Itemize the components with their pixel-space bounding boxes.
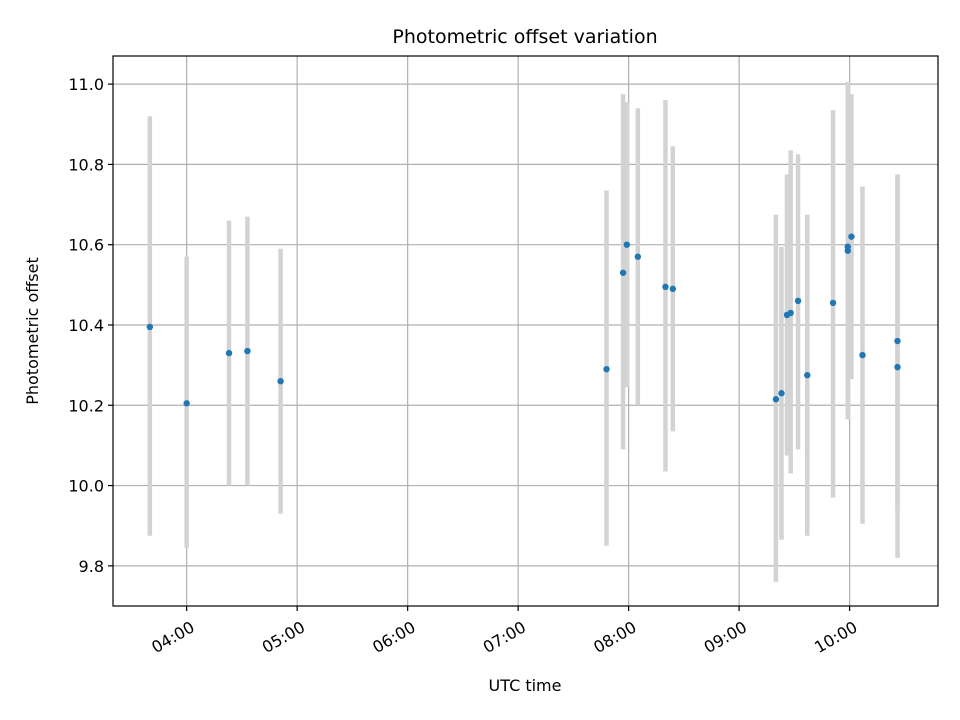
data-point bbox=[894, 337, 901, 345]
y-tick-label: 11.0 bbox=[68, 75, 104, 94]
data-point bbox=[277, 377, 284, 385]
data-point bbox=[634, 253, 642, 260]
y-tick-label: 10.8 bbox=[68, 155, 104, 174]
y-tick-label: 9.8 bbox=[79, 557, 104, 576]
data-point bbox=[603, 365, 610, 373]
y-tick-label: 10.4 bbox=[68, 316, 104, 335]
plot-area-frame bbox=[112, 55, 939, 607]
data-point bbox=[829, 299, 837, 307]
y-axis: 9.8 10.0 10.2 10.4 10.6 10.8 11.0 bbox=[68, 75, 113, 576]
data-point bbox=[848, 233, 855, 240]
data-point bbox=[244, 347, 251, 355]
chart-title: Photometric offset variation bbox=[392, 26, 657, 48]
data-point bbox=[772, 396, 780, 403]
data-markers bbox=[146, 233, 901, 407]
data-point bbox=[669, 285, 677, 293]
data-point bbox=[778, 390, 785, 397]
data-point bbox=[146, 323, 154, 331]
data-point bbox=[225, 349, 233, 357]
data-point bbox=[794, 297, 802, 305]
data-point bbox=[844, 243, 851, 250]
x-axis-label: UTC time bbox=[489, 676, 562, 695]
data-point bbox=[894, 363, 901, 371]
y-tick-label: 10.2 bbox=[68, 396, 104, 415]
data-point bbox=[787, 309, 794, 317]
y-tick-label: 10.0 bbox=[68, 477, 104, 496]
data-point bbox=[859, 351, 866, 359]
data-point bbox=[623, 241, 630, 248]
y-tick-label: 10.6 bbox=[68, 236, 104, 255]
data-point bbox=[662, 283, 669, 291]
data-point bbox=[804, 371, 811, 379]
data-point bbox=[619, 269, 627, 276]
y-axis-label: Photometric offset bbox=[23, 257, 42, 405]
data-point bbox=[183, 400, 190, 407]
